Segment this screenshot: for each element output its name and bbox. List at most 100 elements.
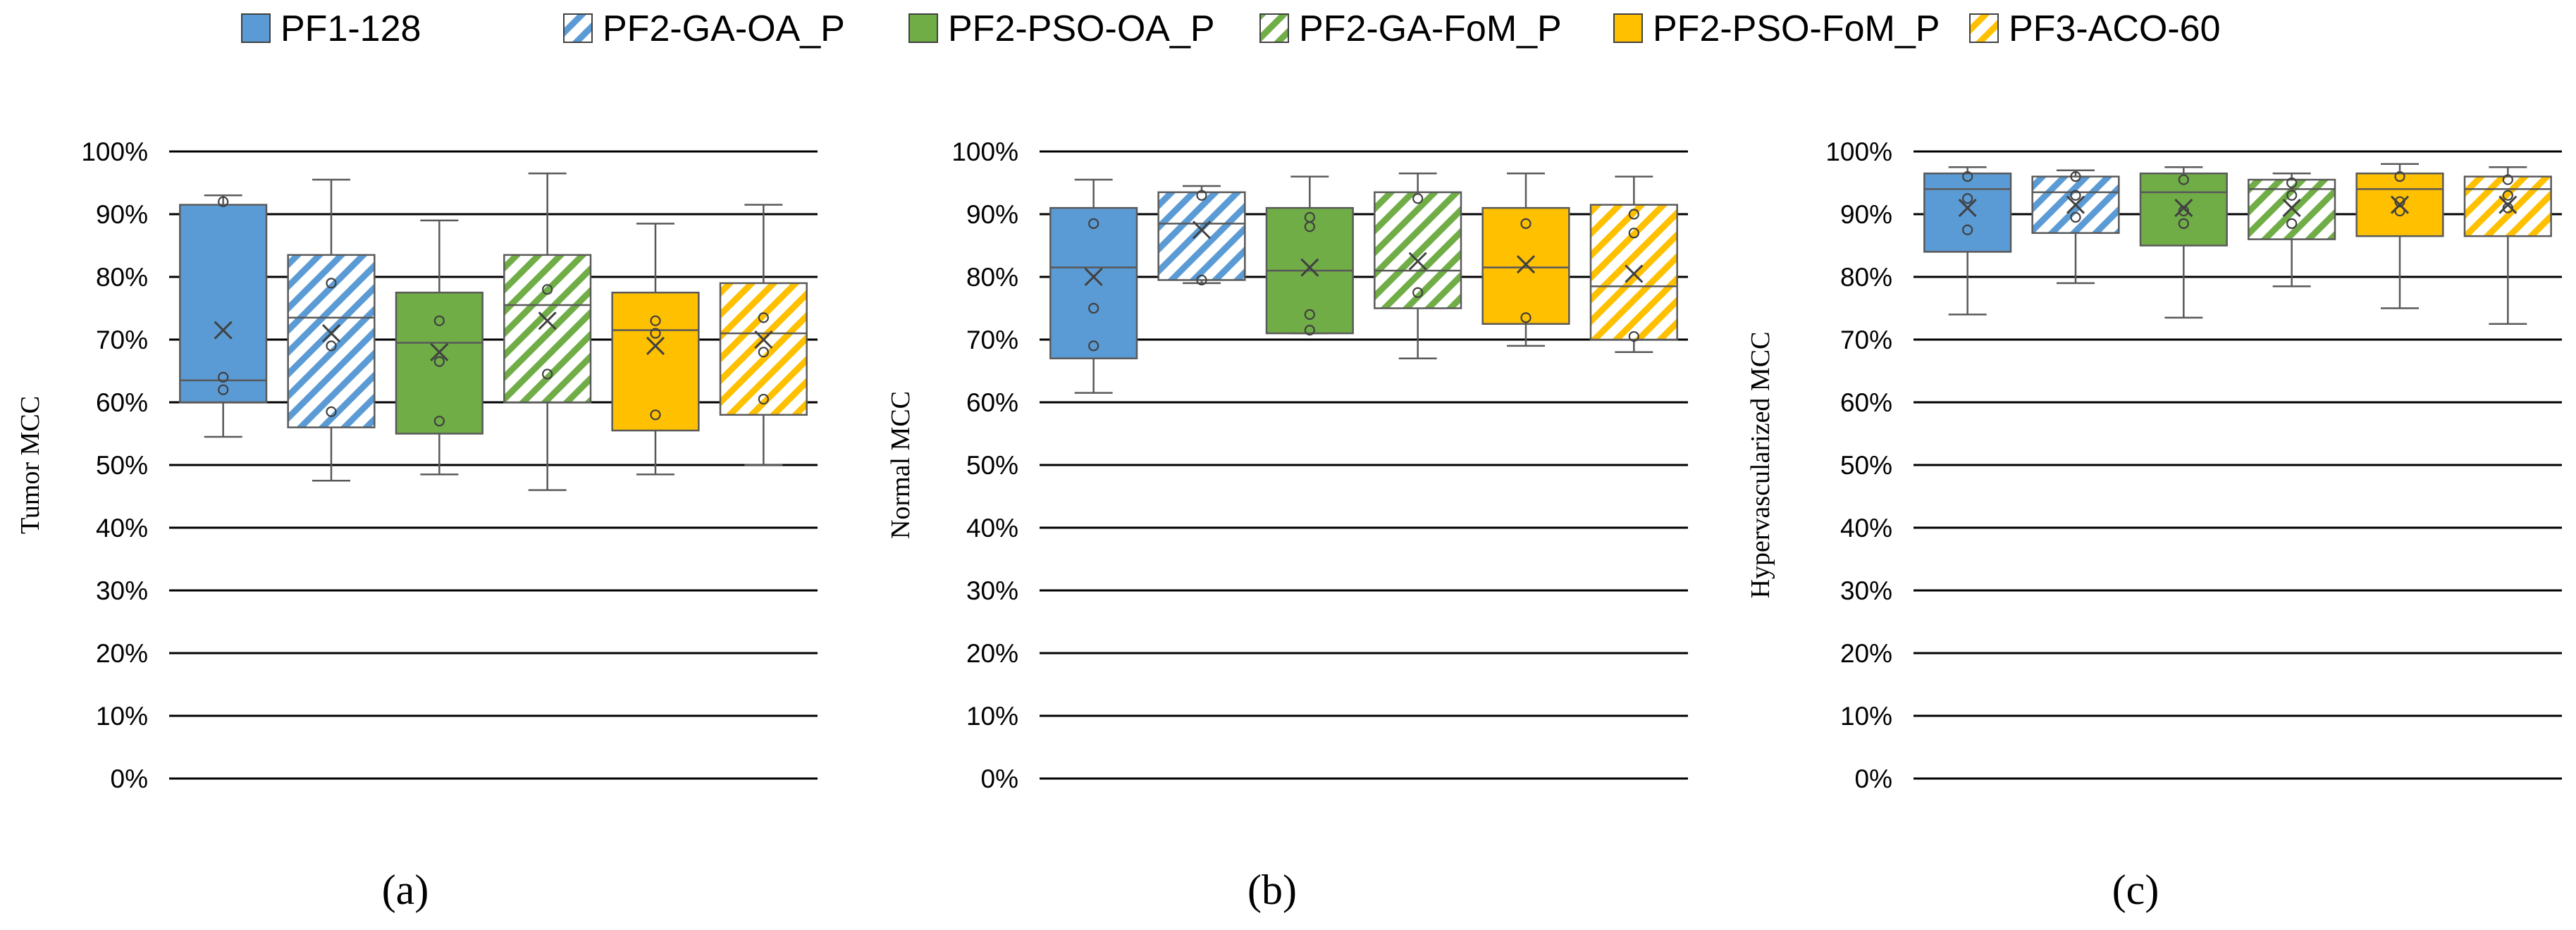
mean-marker <box>2282 199 2301 218</box>
y-tick-label: 70% <box>96 326 148 354</box>
legend-swatch <box>1259 13 1289 43</box>
data-point <box>2286 177 2298 189</box>
legend-swatch <box>908 13 938 43</box>
box-body <box>1157 191 1246 281</box>
y-tick-label: 80% <box>1840 263 1892 292</box>
data-point <box>2394 171 2405 182</box>
data-point <box>650 315 661 326</box>
mean-marker <box>754 330 773 349</box>
data-point <box>650 409 661 421</box>
panel-label: (c) <box>2112 867 2159 913</box>
legend-label: PF2-PSO-OA_P <box>948 8 1215 49</box>
y-tick-label: 60% <box>96 388 148 417</box>
y-tick-label: 40% <box>96 514 148 542</box>
data-point <box>1196 190 1207 201</box>
legend-item-pf2-pso-oa-p: PF2-PSO-OA_P <box>908 8 1215 49</box>
legend-item-pf2-ga-fom-p: PF2-GA-FoM_P <box>1259 8 1562 49</box>
mean-marker <box>2390 195 2410 214</box>
y-axis-label: Normal MCC <box>886 391 916 539</box>
y-tick-label: 90% <box>1840 200 1892 229</box>
data-point <box>1412 193 1424 204</box>
y-tick-label: 50% <box>1840 451 1892 480</box>
data-point <box>650 328 661 339</box>
data-point <box>1962 224 1973 235</box>
data-point <box>542 368 553 380</box>
legend-item-pf2-ga-oa-p: PF2-GA-OA_P <box>563 8 845 49</box>
y-tick-label: 80% <box>96 263 148 292</box>
box-body <box>179 204 268 404</box>
data-point <box>1412 287 1424 298</box>
mean-marker <box>214 321 233 340</box>
box-body <box>2031 175 2120 234</box>
legend: PF1-128 PF2-GA-OA_P PF2-PSO-OA_P PF2-GA-FoM… <box>241 8 2221 49</box>
box-body <box>1374 191 1462 309</box>
y-tick-label: 40% <box>966 514 1018 542</box>
data-point <box>758 312 769 323</box>
mean-marker <box>1625 264 1644 283</box>
legend-item-pf1-128: PF1-128 <box>241 8 421 49</box>
y-tick-label: 60% <box>1840 388 1892 417</box>
panel-label: (b) <box>1247 867 1297 913</box>
y-tick-label: 50% <box>96 451 148 480</box>
y-tick-label: 80% <box>966 263 1018 292</box>
mean-marker <box>1084 267 1103 287</box>
mean-marker <box>1516 255 1536 274</box>
box-body <box>503 254 592 404</box>
y-tick-label: 100% <box>1825 137 1892 166</box>
data-point <box>433 356 445 367</box>
mean-marker <box>2498 195 2518 214</box>
y-tick-label: 90% <box>96 200 148 229</box>
mean-marker <box>646 336 665 355</box>
y-tick-label: 0% <box>111 764 148 793</box>
legend-label: PF2-GA-FoM_P <box>1299 8 1562 49</box>
y-tick-label: 30% <box>96 576 148 605</box>
y-tick-label: 100% <box>81 137 148 166</box>
y-tick-label: 0% <box>1855 764 1892 793</box>
y-tick-label: 70% <box>1840 326 1892 354</box>
box-pf1-128 <box>1049 178 1138 394</box>
data-point <box>542 284 553 295</box>
data-point <box>1962 193 1973 204</box>
mean-marker <box>321 324 341 343</box>
box-pf2-pso-oa-p <box>395 219 483 476</box>
legend-swatch <box>1613 13 1643 43</box>
data-point <box>2070 211 2081 223</box>
box-pf2-pso-oa-p <box>2139 166 2228 319</box>
box-pf2-pso-fom-p <box>611 223 700 476</box>
data-point <box>1628 330 1639 342</box>
y-tick-label: 20% <box>1840 639 1892 668</box>
legend-swatch <box>241 13 271 43</box>
y-tick-label: 10% <box>96 702 148 731</box>
legend-label: PF2-GA-OA_P <box>603 8 845 49</box>
data-point <box>1628 228 1639 239</box>
y-tick-label: 10% <box>966 702 1018 731</box>
mean-marker <box>430 342 449 361</box>
box-pf2-pso-fom-p <box>1481 172 1570 347</box>
data-point <box>2502 190 2513 201</box>
data-point <box>1088 340 1099 352</box>
data-point <box>758 393 769 405</box>
data-point <box>326 406 337 417</box>
data-point <box>1196 274 1207 286</box>
legend-label: PF1-128 <box>281 8 421 49</box>
legend-item-pf3-aco-60: PF3-ACO-60 <box>1969 8 2221 49</box>
legend-label: PF2-PSO-FoM_P <box>1653 8 1940 49</box>
box-body <box>1481 206 1570 325</box>
mean-marker <box>1958 199 1977 218</box>
mean-marker <box>1192 221 1212 240</box>
y-tick-label: 60% <box>966 388 1018 417</box>
data-point <box>2502 174 2513 185</box>
box-pf2-ga-fom-p <box>503 172 592 491</box>
data-point <box>1520 312 1532 323</box>
box-pf2-ga-oa-p <box>287 178 376 482</box>
chart-panel-b: 0% 10% 20% 30% 40% 50% 60% 70% 80% 90% 100% Normal … <box>886 137 1688 913</box>
y-tick-label: 10% <box>1840 702 1892 731</box>
data-point <box>2178 174 2189 185</box>
box-pf2-ga-fom-p <box>2248 172 2336 287</box>
box-pf2-pso-oa-p <box>1265 175 1354 336</box>
y-tick-label: 20% <box>96 639 148 668</box>
box-body <box>1589 204 1678 341</box>
data-point <box>218 196 229 207</box>
box-pf3-aco-60 <box>2463 166 2552 325</box>
